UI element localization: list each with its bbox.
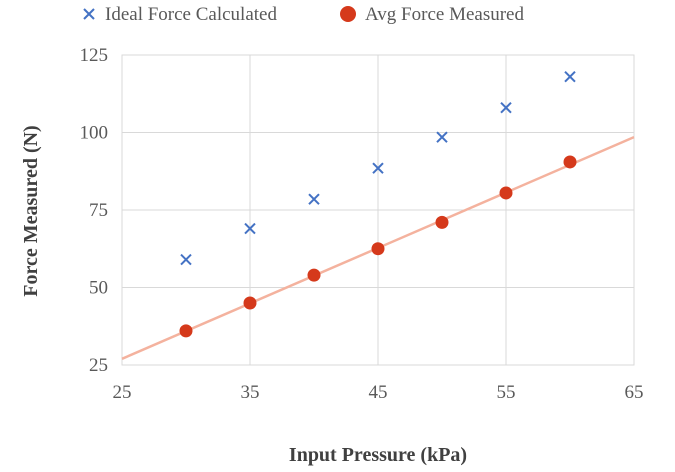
y-axis-title: Force Measured (N) [20, 125, 42, 296]
point-ideal-force [564, 70, 576, 83]
x-tick-label: 65 [625, 382, 644, 403]
point-ideal-force [244, 222, 256, 235]
y-tick-label: 50 [89, 278, 108, 299]
y-tick-label: 100 [80, 123, 109, 144]
x-tick-label: 35 [241, 382, 260, 403]
x-tick-label: 25 [113, 382, 132, 403]
legend-label-ideal-force: Ideal Force Calculated [105, 4, 277, 25]
point-avg-force [179, 324, 193, 338]
data-marks [179, 70, 577, 338]
point-avg-force [563, 155, 577, 169]
legend-label-avg-force: Avg Force Measured [365, 4, 524, 25]
point-avg-force [435, 215, 449, 229]
plot-area-frame [121, 54, 635, 366]
x-tick-label: 45 [369, 382, 388, 403]
legend-marker-avg-force [340, 6, 356, 22]
point-ideal-force [180, 253, 192, 266]
x-tick-labels: 25 35 45 55 65 [113, 382, 644, 403]
y-tick-label: 25 [89, 355, 108, 376]
legend-marker-ideal-force [83, 8, 95, 20]
x-axis-title: Input Pressure (kPa) [289, 444, 467, 466]
point-ideal-force [436, 131, 448, 143]
point-ideal-force [500, 101, 512, 114]
point-ideal-force [372, 162, 384, 174]
y-tick-labels: 25 50 75 100 125 [80, 45, 109, 376]
point-avg-force [307, 268, 321, 282]
legend: Ideal Force Calculated Avg Force Measure… [83, 4, 524, 25]
point-avg-force [243, 296, 257, 310]
point-avg-force [499, 186, 513, 200]
grid-lines [121, 54, 635, 366]
y-tick-label: 125 [80, 45, 109, 66]
x-tick-label: 55 [497, 382, 516, 403]
point-avg-force [371, 242, 385, 256]
point-ideal-force [308, 193, 320, 205]
y-tick-label: 75 [89, 200, 108, 221]
